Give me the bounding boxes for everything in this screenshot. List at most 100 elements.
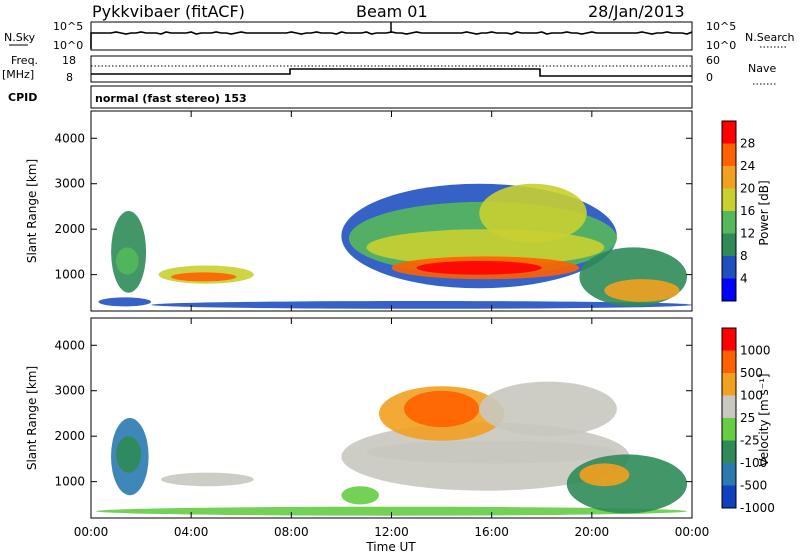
noise-series-line <box>90 31 693 49</box>
nave-tick-bottom: 0 <box>706 71 713 84</box>
freq-strip-frame <box>90 55 693 83</box>
x-tick-label: 08:00 <box>274 525 309 539</box>
station-title: Pykkvibaer (fitACF) <box>92 2 245 21</box>
colorbar-tick-label: -25 <box>740 434 760 448</box>
nsky-tick-bottom: 10^0 <box>53 39 83 52</box>
date-title: 28/Jan/2013 <box>588 2 685 21</box>
colorbar-frame <box>721 327 737 509</box>
colorbar-tick-label: 12 <box>740 227 755 241</box>
freq-label: Freq. <box>11 54 38 67</box>
freq-tick-top: 18 <box>62 54 76 67</box>
colorbar-segment <box>722 418 736 441</box>
colorbar-segment <box>722 233 736 257</box>
cpid-text: normal (fast stereo) 153 <box>95 92 247 105</box>
velocity-colorbar: 1000 500 100 25 -25 -100 -500 -1000 <box>721 327 775 515</box>
colorbar-tick-label: 24 <box>740 159 755 173</box>
x-tick-label: 00:00 <box>74 525 109 539</box>
velocity-panel: 4000 3000 2000 1000 00:00 04:00 08:00 12:00 16:… <box>25 111 775 554</box>
y-tick-label: 2000 <box>54 222 85 236</box>
colorbar-tick-label: 16 <box>740 204 755 218</box>
y-tick-label: 2000 <box>54 429 85 443</box>
colorbar-segment <box>722 350 736 374</box>
velocity-colorbar-label: Velocity [m s⁻¹] <box>757 373 771 466</box>
nave-tick-top: 60 <box>706 54 720 67</box>
colorbar-tick-label: 8 <box>740 249 748 263</box>
x-tick-label: 20:00 <box>575 525 610 539</box>
colorbar-tick-label: 28 <box>740 137 755 151</box>
cpid-strip-frame <box>90 85 693 109</box>
noise-strip: N.Sky 10^5 10^0 10^5 10^0 N.Search <box>4 20 795 52</box>
colorbar-segment <box>722 188 736 212</box>
y-tick-label: 4000 <box>54 131 85 145</box>
echo-region <box>366 440 617 464</box>
colorbar-segment <box>722 440 736 464</box>
nsky-tick-top: 10^5 <box>53 20 83 33</box>
echo-region <box>416 261 542 275</box>
colorbar-segment <box>722 485 736 509</box>
x-tick-label: 16:00 <box>474 525 509 539</box>
freq-series-line <box>91 68 692 77</box>
velocity-ylabel: Slant Range [km] <box>25 366 39 470</box>
y-tick-label: 1000 <box>54 268 85 282</box>
nave-label: Nave <box>748 62 776 75</box>
colorbar-tick-label: -1000 <box>740 501 775 515</box>
echo-region <box>479 183 587 243</box>
time-xlabel: Time UT <box>365 540 416 554</box>
nsky-label: N.Sky <box>4 31 36 44</box>
colorbar-tick-label: 4 <box>740 272 748 286</box>
power-y-ticks: 4000 3000 2000 1000 <box>54 131 692 282</box>
echo-region <box>479 381 617 437</box>
echo-region <box>151 301 692 309</box>
colorbar-segment <box>722 463 736 486</box>
echo-region <box>404 390 480 428</box>
cpid-strip: CPID normal (fast stereo) 153 <box>8 85 693 109</box>
echo-region <box>96 506 687 516</box>
y-tick-label: 3000 <box>54 384 85 398</box>
echo-region <box>604 279 680 302</box>
power-colorbar: 28 24 20 16 12 8 4 <box>721 120 755 302</box>
colorbar-segment <box>722 328 736 351</box>
colorbar-segment <box>722 211 736 234</box>
nsearch-tick-top: 10^5 <box>706 20 736 33</box>
x-tick-label: 00:00 <box>675 525 710 539</box>
colorbar-segment <box>722 373 736 396</box>
echo-region <box>579 463 630 487</box>
colorbar-tick-label: 1000 <box>740 344 771 358</box>
colorbar-segment <box>722 166 736 189</box>
colorbar-tick-label: 100 <box>740 389 763 403</box>
echo-region <box>116 247 139 275</box>
power-ylabel: Slant Range [km] <box>25 159 39 263</box>
colorbar-tick-label: 20 <box>740 182 755 196</box>
nsearch-tick-bottom: 10^0 <box>706 39 736 52</box>
colorbar-segment <box>722 143 736 167</box>
velocity-echo-regions <box>96 381 688 516</box>
colorbar-segment <box>722 256 736 279</box>
echo-region <box>98 297 152 307</box>
y-tick-label: 1000 <box>54 475 85 489</box>
colorbar-segment <box>722 395 736 419</box>
colorbar-segment <box>722 278 736 302</box>
power-colorbar-label: Power [dB] <box>757 180 771 245</box>
colorbar-tick-label: 25 <box>740 411 755 425</box>
x-tick-label: 04:00 <box>174 525 209 539</box>
colorbar-segment <box>722 121 736 144</box>
x-tick-label: 12:00 <box>374 525 409 539</box>
echo-region <box>566 454 688 514</box>
cpid-label: CPID <box>8 91 37 104</box>
echo-region <box>171 272 237 282</box>
colorbar-tick-label: -500 <box>740 479 767 493</box>
power-panel: 4000 3000 2000 1000 Slant Range [km] 28 24 20… <box>25 110 771 312</box>
colorbar-tick-label: 500 <box>740 366 763 380</box>
colorbar-tick-label: -100 <box>740 456 767 470</box>
nsearch-label: N.Search <box>745 31 795 44</box>
freq-tick-bottom: 8 <box>66 71 73 84</box>
velocity-y-ticks: 4000 3000 2000 1000 <box>54 338 692 489</box>
echo-region <box>116 436 142 473</box>
power-echo-regions <box>98 183 692 309</box>
echo-region <box>161 472 254 487</box>
time-x-ticks: 00:00 04:00 08:00 12:00 16:00 20:00 00:00 <box>74 111 710 539</box>
echo-region <box>341 486 380 505</box>
freq-unit-label: [MHz] <box>2 68 34 81</box>
y-tick-label: 3000 <box>54 177 85 191</box>
